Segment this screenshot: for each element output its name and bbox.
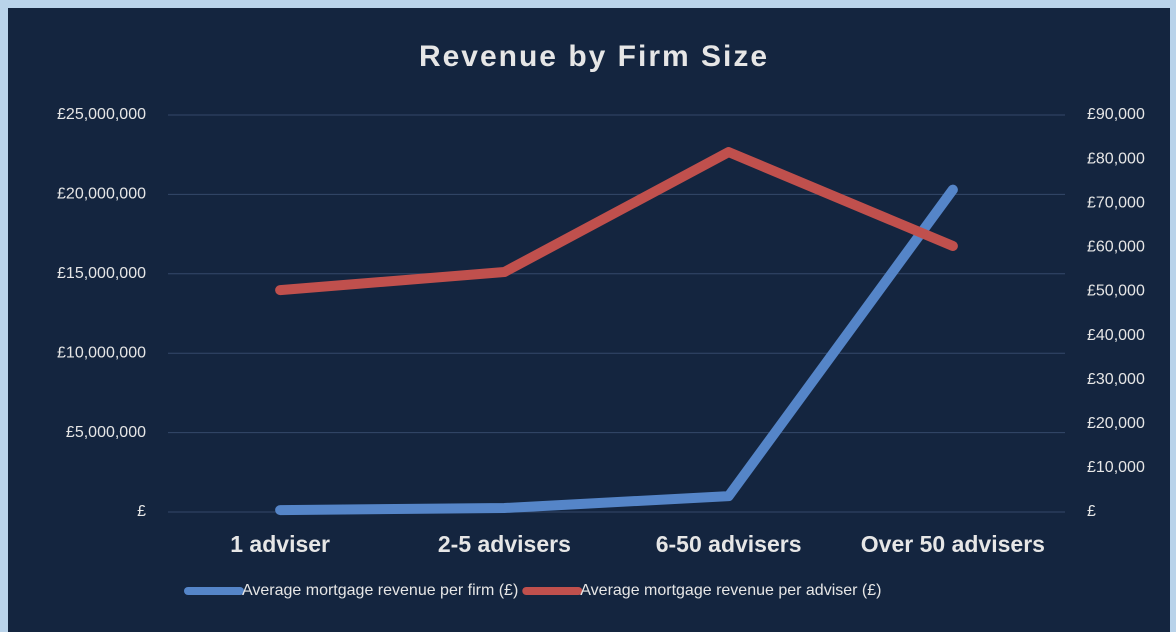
- x-tick-label: 1 adviser: [230, 531, 330, 557]
- y-tick-label: £5,000,000: [66, 424, 146, 441]
- series-line: [275, 147, 958, 296]
- y-tick-label: £25,000,000: [57, 106, 146, 123]
- y2-tick-label: £70,000: [1087, 194, 1145, 211]
- x-tick-label: Over 50 advisers: [861, 531, 1045, 557]
- y2-tick-label: £80,000: [1087, 150, 1145, 167]
- y2-tick-label: £40,000: [1087, 327, 1145, 344]
- y2-tick-label: £30,000: [1087, 371, 1145, 388]
- y-tick-label: £: [137, 503, 146, 520]
- chart-title: Revenue by Firm Size: [419, 40, 769, 73]
- y-tick-label: £20,000,000: [57, 186, 146, 203]
- y-tick-label: £15,000,000: [57, 265, 146, 282]
- y2-tick-label: £60,000: [1087, 239, 1145, 256]
- y2-tick-label: £90,000: [1087, 106, 1145, 123]
- chart-background: [8, 8, 1170, 632]
- x-tick-label: 6-50 advisers: [656, 531, 802, 557]
- y2-tick-label: £50,000: [1087, 283, 1145, 300]
- y2-tick-label: £20,000: [1087, 415, 1145, 432]
- y-tick-label: £10,000,000: [57, 344, 146, 361]
- y2-tick-label: £: [1087, 503, 1096, 520]
- x-tick-label: 2-5 advisers: [438, 531, 571, 557]
- legend-label: Average mortgage revenue per firm (£): [242, 582, 518, 599]
- y2-tick-label: £10,000: [1087, 459, 1145, 476]
- legend-label: Average mortgage revenue per adviser (£): [580, 582, 881, 599]
- series-line: [275, 184, 958, 516]
